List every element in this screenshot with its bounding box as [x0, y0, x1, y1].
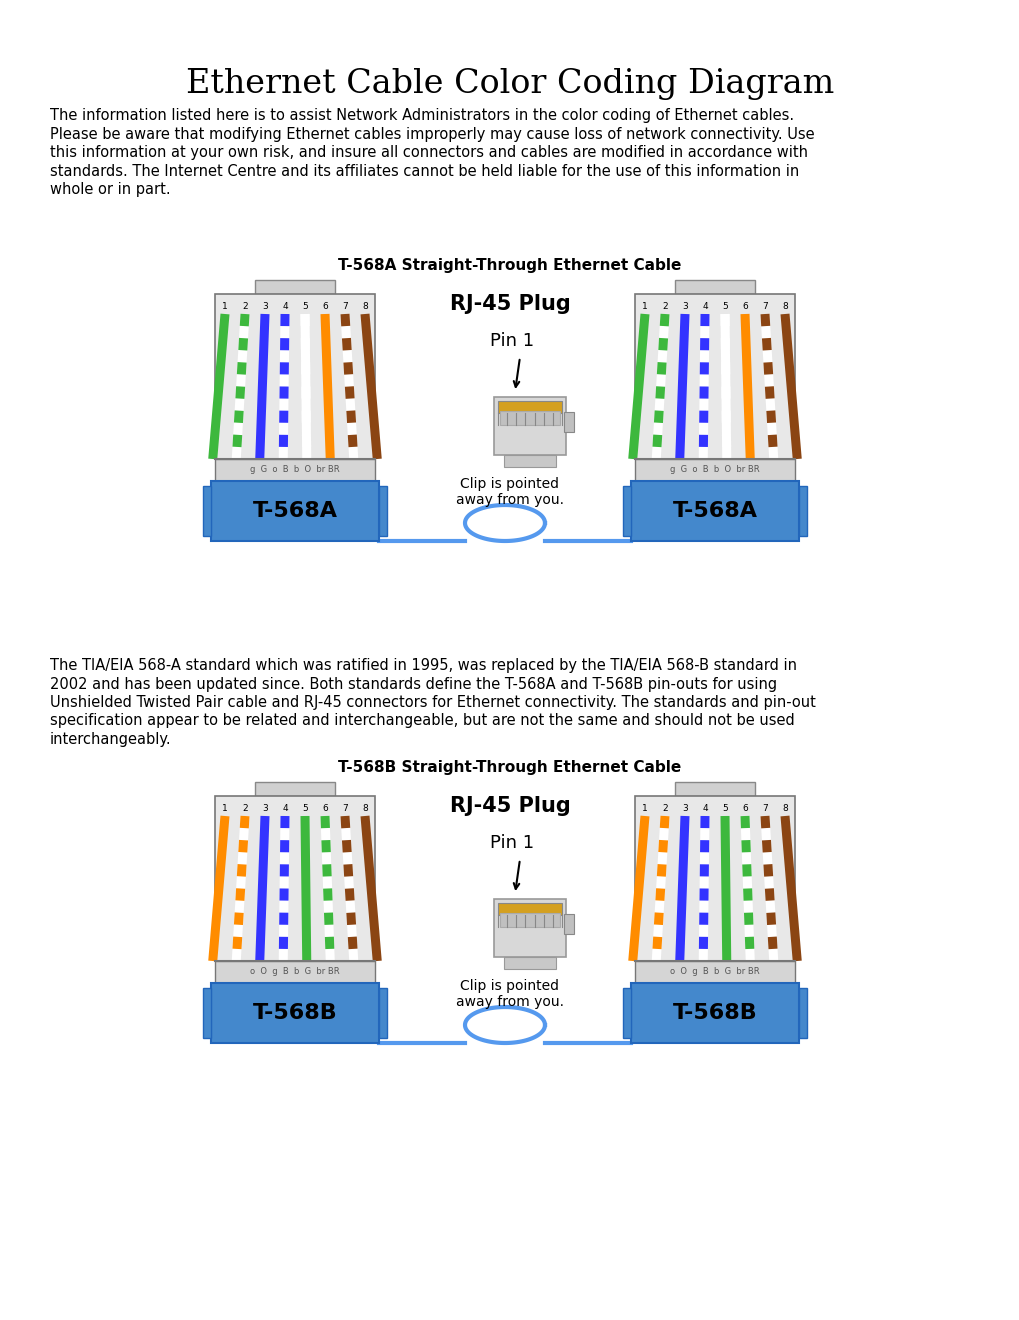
FancyBboxPatch shape — [493, 899, 566, 957]
Text: Clip is pointed
away from you.: Clip is pointed away from you. — [455, 477, 564, 507]
Bar — [564, 913, 574, 935]
Text: 6: 6 — [322, 804, 327, 813]
Text: 7: 7 — [761, 804, 767, 813]
Text: RJ-45 Plug: RJ-45 Plug — [449, 294, 570, 314]
Text: 5: 5 — [721, 804, 728, 813]
Text: Pin 1: Pin 1 — [489, 333, 534, 350]
Bar — [635, 961, 794, 983]
Bar — [503, 957, 555, 969]
Text: 6: 6 — [742, 804, 747, 813]
Text: 1: 1 — [642, 804, 647, 813]
Text: 7: 7 — [341, 302, 347, 312]
Text: standards. The Internet Centre and its affiliates cannot be held liable for the : standards. The Internet Centre and its a… — [50, 164, 799, 178]
Bar — [631, 983, 798, 1043]
Text: 6: 6 — [742, 302, 747, 312]
Text: 4: 4 — [282, 804, 287, 813]
Text: 8: 8 — [782, 302, 787, 312]
Text: o  O  g  B  b  G  br BR: o O g B b G br BR — [250, 968, 339, 977]
Bar — [215, 961, 375, 983]
Text: 5: 5 — [302, 804, 308, 813]
Bar — [211, 983, 379, 1043]
Text: specification appear to be related and interchangeable, but are not the same and: specification appear to be related and i… — [50, 714, 794, 729]
Text: 8: 8 — [782, 804, 787, 813]
Text: 2: 2 — [661, 804, 667, 813]
Text: g  G  o  B  b  O  br BR: g G o B b O br BR — [250, 466, 339, 474]
Text: interchangeably.: interchangeably. — [50, 733, 171, 747]
Text: 8: 8 — [362, 804, 368, 813]
Text: 2: 2 — [242, 804, 248, 813]
Text: g  G  o  B  b  O  br BR: g G o B b O br BR — [669, 466, 759, 474]
Text: 1: 1 — [642, 302, 647, 312]
Text: 3: 3 — [682, 302, 687, 312]
Bar — [255, 781, 334, 796]
Text: Unshielded Twisted Pair cable and RJ-45 connectors for Ethernet connectivity. Th: Unshielded Twisted Pair cable and RJ-45 … — [50, 696, 815, 710]
Text: Ethernet Cable Color Coding Diagram: Ethernet Cable Color Coding Diagram — [185, 69, 834, 100]
Bar — [255, 280, 334, 294]
Bar — [503, 455, 555, 467]
Text: 3: 3 — [262, 302, 268, 312]
Text: o  O  g  B  b  G  br BR: o O g B b G br BR — [669, 968, 759, 977]
Text: 4: 4 — [282, 302, 287, 312]
Text: T-568B: T-568B — [253, 1003, 337, 1023]
Bar — [215, 459, 375, 480]
Bar — [203, 486, 211, 536]
Text: Clip is pointed
away from you.: Clip is pointed away from you. — [455, 979, 564, 1010]
Bar — [635, 459, 794, 480]
Bar — [675, 280, 754, 294]
Bar — [215, 796, 375, 961]
Bar — [675, 781, 754, 796]
Text: 3: 3 — [262, 804, 268, 813]
Text: Pin 1: Pin 1 — [489, 834, 534, 851]
Text: 7: 7 — [761, 302, 767, 312]
Text: 2002 and has been updated since. Both standards define the T-568A and T-568B pin: 2002 and has been updated since. Both st… — [50, 676, 776, 692]
Bar — [379, 486, 386, 536]
Text: T-568A: T-568A — [253, 502, 337, 521]
Text: The information listed here is to assist Network Administrators in the color cod: The information listed here is to assist… — [50, 108, 794, 123]
Bar — [203, 987, 211, 1038]
Bar — [631, 480, 798, 541]
Text: 5: 5 — [721, 302, 728, 312]
Text: T-568A: T-568A — [672, 502, 757, 521]
Bar — [798, 486, 806, 536]
Text: RJ-45 Plug: RJ-45 Plug — [449, 796, 570, 816]
Bar — [379, 987, 386, 1038]
Text: 4: 4 — [701, 804, 707, 813]
Bar — [499, 913, 559, 927]
Text: 1: 1 — [222, 804, 227, 813]
FancyBboxPatch shape — [493, 397, 566, 455]
Text: 6: 6 — [322, 302, 327, 312]
Text: 1: 1 — [222, 302, 227, 312]
Text: 4: 4 — [701, 302, 707, 312]
Bar — [623, 486, 631, 536]
Bar — [635, 294, 794, 459]
Bar — [798, 987, 806, 1038]
Bar — [499, 411, 559, 425]
Bar — [635, 796, 794, 961]
Text: T-568B Straight-Through Ethernet Cable: T-568B Straight-Through Ethernet Cable — [338, 760, 681, 775]
Text: Please be aware that modifying Ethernet cables improperly may cause loss of netw: Please be aware that modifying Ethernet … — [50, 127, 814, 141]
Text: 2: 2 — [242, 302, 248, 312]
Text: 7: 7 — [341, 804, 347, 813]
Text: T-568A Straight-Through Ethernet Cable: T-568A Straight-Through Ethernet Cable — [338, 257, 681, 273]
Text: this information at your own risk, and insure all connectors and cables are modi: this information at your own risk, and i… — [50, 145, 807, 160]
Text: The TIA/EIA 568-A standard which was ratified in 1995, was replaced by the TIA/E: The TIA/EIA 568-A standard which was rat… — [50, 657, 796, 673]
Bar — [497, 401, 561, 413]
Bar — [623, 987, 631, 1038]
Bar — [564, 412, 574, 432]
Text: whole or in part.: whole or in part. — [50, 182, 170, 197]
Text: 8: 8 — [362, 302, 368, 312]
Text: T-568B: T-568B — [672, 1003, 757, 1023]
Bar — [215, 294, 375, 459]
Text: 3: 3 — [682, 804, 687, 813]
Bar — [211, 480, 379, 541]
Text: 5: 5 — [302, 302, 308, 312]
Text: 2: 2 — [661, 302, 667, 312]
Bar — [497, 903, 561, 915]
